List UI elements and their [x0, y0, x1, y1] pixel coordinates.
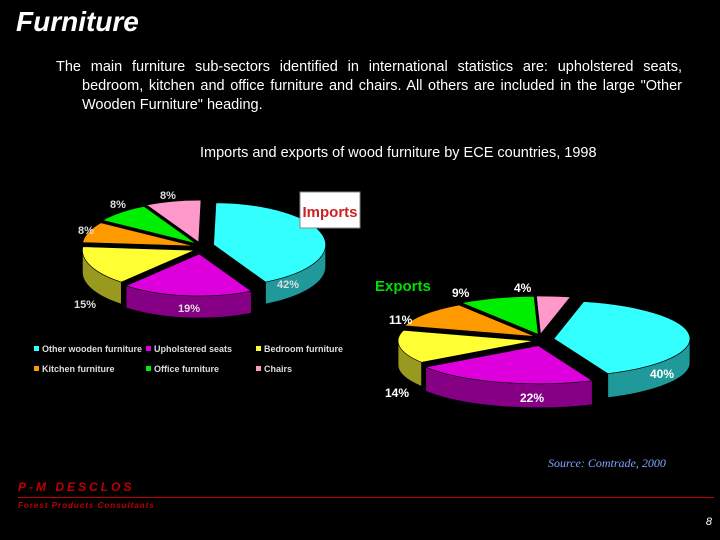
imports-data-label-kitchen-furniture: 8%	[78, 225, 94, 237]
imports-data-label-chairs: 8%	[160, 190, 176, 202]
exports-slice-office-furniture	[460, 296, 539, 335]
exports-data-label-chairs: 4%	[514, 281, 532, 295]
imports-label-box	[299, 191, 361, 229]
exports-slice-upholstered-seats	[424, 345, 594, 385]
slide-title: Furniture	[16, 6, 139, 37]
imports-slice-office-furniture	[101, 206, 197, 244]
brand-name: P-M DESCLOS	[18, 480, 135, 494]
imports-data-label-upholstered-seats: 19%	[178, 303, 200, 315]
imports-label: Imports	[302, 204, 357, 221]
exports-data-label-bedroom-furniture: 14%	[385, 386, 409, 400]
legend: Other wooden furniture Upholstered seats B…	[34, 344, 343, 374]
exports-slice-other-wooden-furniture	[553, 301, 691, 374]
legend-label-kitchen-furniture: Kitchen furniture	[42, 364, 115, 374]
imports-slice-kitchen-furniture	[82, 222, 195, 247]
slide-text: The main furniture sub-sectors identifie…	[56, 59, 682, 113]
legend-label-upholstered-seats: Upholstered seats	[154, 344, 232, 354]
legend-label-other-wooden-furniture: Other wooden furniture	[42, 344, 142, 354]
brand-subtitle: Forest Products Consultants	[18, 501, 155, 510]
exports-slice-chairs	[536, 295, 571, 335]
page-number: 8	[705, 516, 712, 528]
legend-swatch-upholstered-seats	[146, 346, 151, 351]
imports-slice-other-wooden-furniture	[213, 202, 326, 283]
imports-slice-bedroom-furniture	[82, 246, 195, 283]
imports-data-label-bedroom-furniture: 15%	[74, 299, 96, 311]
imports-data-label-office-furniture: 8%	[110, 199, 126, 211]
exports-slice-bedroom-furniture	[397, 329, 535, 363]
exports-label: Exports	[375, 278, 431, 295]
legend-swatch-other-wooden-furniture	[34, 346, 39, 351]
legend-label-bedroom-furniture: Bedroom furniture	[264, 344, 343, 354]
legend-swatch-kitchen-furniture	[34, 366, 39, 371]
exports-data-label-kitchen-furniture: 11%	[389, 313, 413, 327]
legend-label-office-furniture: Office furniture	[154, 364, 219, 374]
source-note: Source: Comtrade, 2000	[548, 456, 666, 470]
legend-swatch-chairs	[256, 366, 261, 371]
imports-data-label-other-wooden-furniture: 42%	[277, 279, 299, 291]
legend-swatch-bedroom-furniture	[256, 346, 261, 351]
imports-slice-chairs	[145, 199, 202, 243]
exports-data-label-upholstered-seats: 22%	[520, 391, 544, 405]
legend-label-chairs: Chairs	[264, 364, 292, 374]
exports-pie	[397, 295, 691, 409]
imports-slice-upholstered-seats	[125, 253, 252, 297]
pie-labels: Imports Exports 42% 19% 15% 8% 8% 8% 40% 22% 14% 11…	[74, 190, 674, 405]
imports-pie	[82, 199, 326, 319]
exports-data-label-other-wooden-furniture: 40%	[650, 367, 674, 381]
exports-slice-kitchen-furniture	[403, 304, 536, 337]
footer-divider	[18, 497, 714, 498]
exports-data-label-office-furniture: 9%	[452, 286, 470, 300]
legend-swatch-office-furniture	[146, 366, 151, 371]
chart-title: Imports and exports of wood furniture by…	[200, 145, 597, 161]
